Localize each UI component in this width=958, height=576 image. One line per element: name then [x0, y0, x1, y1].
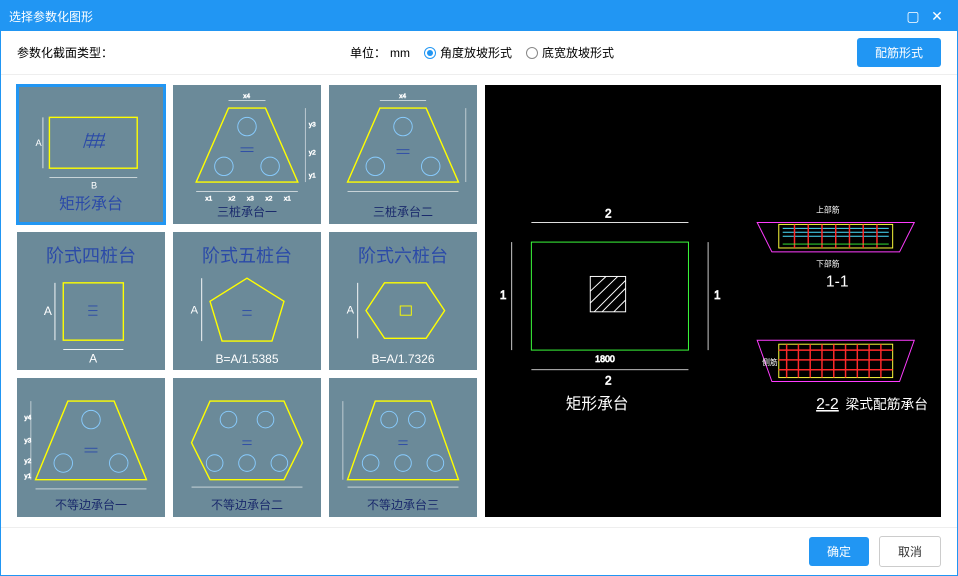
- svg-text:侧筋: 侧筋: [762, 357, 778, 367]
- svg-text:A: A: [89, 351, 97, 365]
- radio-width-label: 底宽放坡形式: [542, 44, 614, 61]
- radio-angle[interactable]: 角度放坡形式: [424, 44, 512, 61]
- radio-icon: [424, 47, 436, 59]
- svg-text:1800: 1800: [595, 354, 615, 364]
- svg-text:x2: x2: [265, 196, 272, 203]
- thumb-label: 不等边承台三: [329, 496, 477, 513]
- svg-text:1: 1: [714, 289, 721, 302]
- thumb-tri1[interactable]: x4 x1 x2 x3 x2 x1 y3 y2 y1 三桩承台一: [173, 85, 321, 224]
- svg-text:x2: x2: [229, 196, 236, 203]
- cancel-button[interactable]: 取消: [879, 536, 941, 567]
- svg-text:1-1: 1-1: [826, 273, 849, 290]
- thumbnail-grid: A B 矩形承台 x4 x1 x2 x3 x2 x1 y3 y2: [17, 85, 477, 517]
- unit-label: 单位：: [350, 44, 386, 61]
- thumb-uneq1[interactable]: y4 y3 y2 y1 不等边承台一: [17, 378, 165, 517]
- close-icon[interactable]: ✕: [925, 4, 949, 28]
- svg-text:y3: y3: [24, 438, 31, 445]
- svg-text:y1: y1: [24, 473, 31, 480]
- svg-text:2: 2: [605, 374, 612, 387]
- svg-text:A: A: [191, 304, 199, 316]
- thumb-uneq2[interactable]: 不等边承台二: [173, 378, 321, 517]
- radio-width[interactable]: 底宽放坡形式: [526, 44, 614, 61]
- thumb-sub: B=A/1.5385: [173, 352, 321, 366]
- preview-panel[interactable]: 2 2 1 1 1800 矩形承台: [485, 85, 941, 517]
- preview-main-label: 矩形承台: [566, 395, 629, 413]
- thumb-step4[interactable]: 阶式四桩台 A A: [17, 232, 165, 371]
- svg-text:A: A: [44, 304, 52, 318]
- thumb-sub: B=A/1.7326: [329, 352, 477, 366]
- svg-text:x4: x4: [399, 93, 406, 100]
- svg-text:2-2: 2-2: [816, 396, 839, 413]
- svg-text:x4: x4: [243, 93, 250, 100]
- thumb-uneq3[interactable]: 不等边承台三: [329, 378, 477, 517]
- svg-text:x1: x1: [284, 196, 291, 203]
- thumb-rect[interactable]: A B 矩形承台: [17, 85, 165, 224]
- toolbar: 参数化截面类型： 单位： mm 角度放坡形式 底宽放坡形式 配筋形式: [1, 31, 957, 75]
- thumb-label: 三桩承台一: [173, 203, 321, 220]
- svg-text:y1: y1: [309, 172, 316, 179]
- thumb-label: 不等边承台二: [173, 496, 321, 513]
- svg-text:y4: y4: [24, 415, 31, 422]
- svg-text:y2: y2: [309, 149, 316, 156]
- thumb-label: 三桩承台二: [329, 203, 477, 220]
- radio-icon: [526, 47, 538, 59]
- svg-text:1: 1: [500, 289, 507, 302]
- svg-text:下部筋: 下部筋: [816, 259, 840, 269]
- svg-text:x3: x3: [247, 196, 254, 203]
- maximize-icon[interactable]: ▢: [901, 4, 925, 28]
- svg-text:A: A: [36, 138, 43, 148]
- titlebar: 选择参数化图形 ▢ ✕: [1, 1, 957, 31]
- thumb-label: 不等边承台一: [17, 496, 165, 513]
- svg-text:x1: x1: [205, 196, 212, 203]
- svg-text:上部筋: 上部筋: [816, 205, 840, 215]
- window-title: 选择参数化图形: [9, 8, 901, 25]
- thumb-step5[interactable]: 阶式五桩台 A B=A/1.5385: [173, 232, 321, 371]
- svg-text:y2: y2: [24, 458, 31, 465]
- svg-text:y3: y3: [309, 122, 316, 129]
- thumb-step6[interactable]: 阶式六桩台 A B=A/1.7326: [329, 232, 477, 371]
- type-label: 参数化截面类型：: [17, 44, 113, 61]
- svg-text:2: 2: [605, 208, 612, 221]
- rebar-form-button[interactable]: 配筋形式: [857, 38, 941, 67]
- footer: 确定 取消: [1, 527, 957, 575]
- thumb-tri2[interactable]: x4 三桩承台二: [329, 85, 477, 224]
- unit-value: mm: [390, 46, 410, 60]
- ok-button[interactable]: 确定: [809, 537, 869, 566]
- svg-text:梁式配筋承台: 梁式配筋承台: [846, 396, 928, 412]
- thumb-label: 矩形承台: [17, 190, 165, 214]
- svg-text:A: A: [347, 304, 355, 316]
- radio-angle-label: 角度放坡形式: [440, 44, 512, 61]
